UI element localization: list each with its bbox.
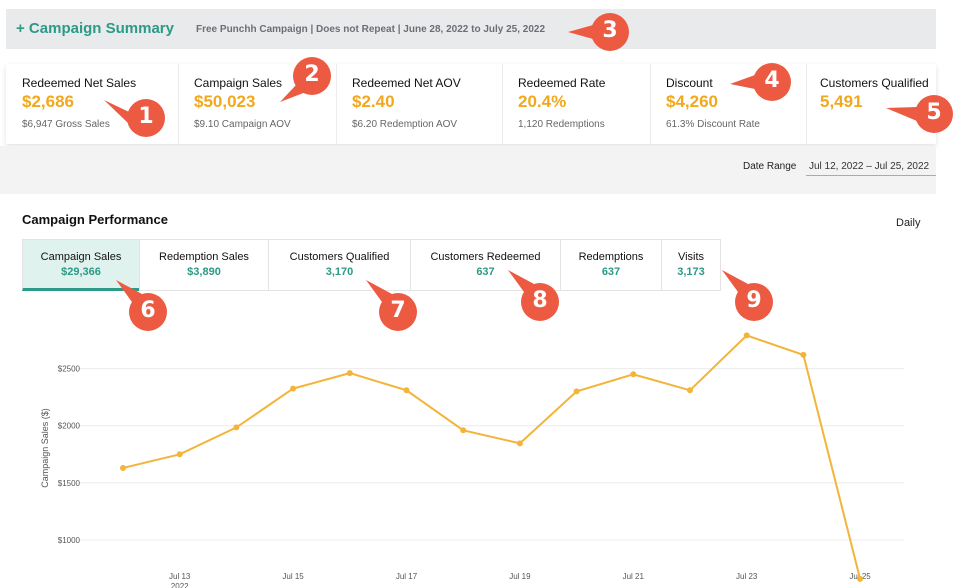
data-point xyxy=(573,388,580,395)
tab-customers-redeemed[interactable]: Customers Redeemed 637 xyxy=(410,239,561,291)
campaign-summary-subtitle: Free Punchh Campaign | Does not Repeat |… xyxy=(196,24,546,35)
kpi-label: Customers Qualified xyxy=(820,76,929,90)
tab-label: Redemption Sales xyxy=(159,251,249,263)
callout-badge-7: 7 xyxy=(366,280,418,332)
data-point xyxy=(800,351,807,358)
kpi-redeemed-net-sales: Redeemed Net Sales $2,686 $6,947 Gross S… xyxy=(6,64,179,144)
kpi-label: Redeemed Net AOV xyxy=(352,76,461,90)
callout-number: 7 xyxy=(390,298,406,323)
kpi-label: Redeemed Rate xyxy=(518,76,606,90)
callout-number: 6 xyxy=(140,298,156,323)
tab-label: Visits xyxy=(677,251,705,263)
callout-number: 1 xyxy=(138,104,154,129)
callout-badge-9: 9 xyxy=(722,270,774,322)
data-point xyxy=(630,371,637,378)
y-tick-label: $1500 xyxy=(58,479,81,488)
kpi-label: Campaign Sales xyxy=(194,76,283,90)
kpi-value: 5,491 xyxy=(820,92,863,111)
callout-badge-6: 6 xyxy=(116,280,168,332)
kpi-value: $4,260 xyxy=(666,92,718,111)
kpi-label: Redeemed Net Sales xyxy=(22,76,137,90)
kpi-subtext: $9.10 Campaign AOV xyxy=(194,119,291,130)
tab-value: 3,170 xyxy=(325,266,354,278)
data-point xyxy=(460,427,467,434)
tab-visits[interactable]: Visits 3,173 xyxy=(661,239,721,291)
callout-number: 3 xyxy=(602,18,618,43)
callout-number: 9 xyxy=(746,288,762,313)
data-point xyxy=(176,451,183,458)
kpi-discount: Discount $4,260 61.3% Discount Rate xyxy=(650,64,807,144)
callout-number: 5 xyxy=(926,100,942,125)
data-point xyxy=(516,440,523,447)
tab-value: $3,890 xyxy=(187,266,221,278)
data-point xyxy=(346,370,353,377)
tab-label: Campaign Sales xyxy=(40,251,122,263)
tab-value: 3,173 xyxy=(677,266,705,278)
date-range-bar xyxy=(0,146,936,194)
data-point xyxy=(687,387,693,394)
callout-number: 8 xyxy=(532,288,548,313)
kpi-subtext: $6.20 Redemption AOV xyxy=(352,119,458,130)
kpi-value: $50,023 xyxy=(194,92,256,111)
series-line xyxy=(122,334,862,580)
callout-badge-1: 1 xyxy=(104,98,166,138)
callout-number: 2 xyxy=(304,62,320,87)
x-tick-label: Jul 21 xyxy=(623,572,645,581)
callout-badge-2: 2 xyxy=(280,56,332,102)
tab-campaign-sales[interactable]: Campaign Sales $29,366 xyxy=(22,239,140,291)
x-tick-label: Jul 23 xyxy=(736,572,758,581)
data-point xyxy=(233,424,240,431)
data-point xyxy=(743,332,750,339)
kpi-value: $2,686 xyxy=(22,92,74,111)
data-point xyxy=(857,575,864,582)
y-tick-label: $1000 xyxy=(58,536,81,545)
callout-badge-8: 8 xyxy=(508,270,560,322)
callout-badge-4: 4 xyxy=(730,62,792,102)
kpi-subtext: 1,120 Redemptions xyxy=(518,119,605,130)
x-tick-label: Jul 17 xyxy=(396,572,418,581)
data-point xyxy=(403,387,410,394)
campaign-summary-header: + Campaign Summary Free Punchh Campaign … xyxy=(6,9,936,49)
campaign-sales-line-chart: $1000 $1500 $2000 $2500 Campaign Sales ($) Ju… xyxy=(40,332,904,588)
kpi-subtext: $6,947 Gross Sales xyxy=(22,119,110,130)
callout-badge-5: 5 xyxy=(886,94,954,134)
campaign-performance-title: Campaign Performance xyxy=(22,212,168,227)
callout-number: 4 xyxy=(764,68,780,93)
kpi-subtext: 61.3% Discount Rate xyxy=(666,119,760,130)
x-tick-label: Jul 19 xyxy=(509,572,531,581)
tab-label: Redemptions xyxy=(578,251,644,263)
kpi-redeemed-net-aov: Redeemed Net AOV $2.40 $6.20 Redemption … xyxy=(336,64,503,144)
date-range-label: Date Range xyxy=(743,161,797,172)
y-axis-label: Campaign Sales ($) xyxy=(40,408,50,488)
kpi-redeemed-rate: Redeemed Rate 20.4% 1,120 Redemptions xyxy=(502,64,651,144)
tab-label: Customers Qualified xyxy=(289,251,390,263)
tab-value: $29,366 xyxy=(61,266,101,278)
kpi-label: Discount xyxy=(666,76,713,90)
data-point xyxy=(290,385,297,392)
x-tick-sublabel: 2022 xyxy=(171,582,189,588)
kpi-value: $2.40 xyxy=(352,92,395,111)
tab-value: 637 xyxy=(476,266,495,278)
tab-redemption-sales[interactable]: Redemption Sales $3,890 xyxy=(139,239,269,291)
data-point xyxy=(120,465,126,471)
granularity-select[interactable]: Daily xyxy=(896,217,921,229)
tab-redemptions[interactable]: Redemptions 637 xyxy=(560,239,662,291)
callout-badge-3: 3 xyxy=(568,12,630,52)
date-range-input[interactable]: Jul 12, 2022 – Jul 25, 2022 xyxy=(806,159,936,176)
kpi-campaign-sales: Campaign Sales $50,023 $9.10 Campaign AO… xyxy=(178,64,337,144)
tab-value: 637 xyxy=(601,266,621,278)
kpi-customers-qualified: Customers Qualified 5,491 xyxy=(804,64,936,144)
tab-label: Customers Redeemed xyxy=(430,251,541,263)
tab-customers-qualified[interactable]: Customers Qualified 3,170 xyxy=(268,239,411,291)
kpi-value: 20.4% xyxy=(518,92,567,111)
x-tick-label: Jul 13 xyxy=(169,572,191,581)
x-tick-label: Jul 15 xyxy=(282,572,304,581)
y-tick-label: $2500 xyxy=(58,365,81,374)
y-tick-label: $2000 xyxy=(58,422,81,431)
campaign-summary-toggle[interactable]: + Campaign Summary xyxy=(16,20,174,37)
